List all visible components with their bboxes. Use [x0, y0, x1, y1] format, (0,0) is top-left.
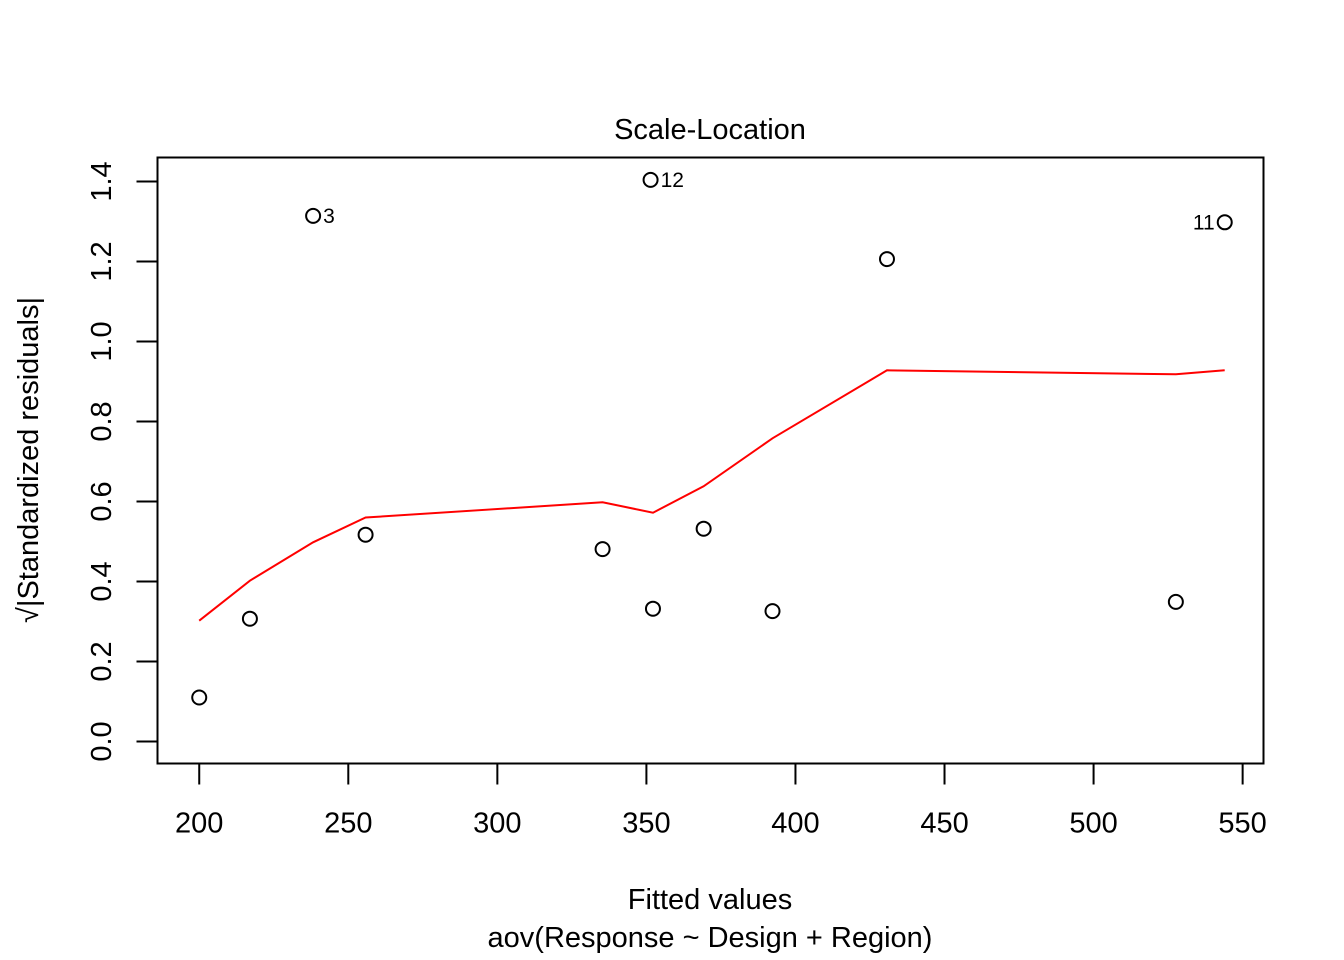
data-point — [241, 610, 258, 627]
data-point — [1167, 593, 1184, 610]
data-point — [878, 251, 895, 268]
model-formula-subtitle: aov(Response ~ Design + Region) — [488, 922, 933, 954]
y-tick-label: 1.2 — [86, 241, 118, 281]
plot-frame — [156, 156, 1265, 765]
x-tick-label: 350 — [622, 808, 670, 840]
data-point — [644, 600, 661, 617]
y-axis-label: √|Standardized residuals| — [13, 297, 45, 623]
x-tick-label: 550 — [1218, 808, 1266, 840]
y-tick-label: 0.4 — [86, 561, 118, 601]
data-point — [764, 603, 781, 620]
y-tick-label: 0.8 — [86, 401, 118, 441]
x-tick-label: 450 — [920, 808, 968, 840]
smooth-line — [198, 369, 1225, 622]
x-tick-label: 300 — [473, 808, 521, 840]
data-point — [305, 207, 322, 224]
y-tick-label: 0.2 — [86, 641, 118, 681]
point-label: 11 — [1193, 211, 1215, 234]
x-tick-label: 500 — [1069, 808, 1117, 840]
data-point — [594, 541, 611, 558]
smooth-line-group — [198, 369, 1225, 622]
data-point — [357, 526, 374, 543]
data-point — [695, 520, 712, 537]
chart-title: Scale-Location — [614, 114, 806, 146]
points-group: 3 12 11 — [191, 169, 1233, 706]
point-label: 3 — [323, 205, 335, 228]
x-tick-label: 200 — [175, 808, 223, 840]
point-label: 12 — [661, 169, 684, 192]
data-point — [191, 689, 208, 706]
data-point — [642, 171, 659, 188]
y-tick-label: 0.6 — [86, 481, 118, 521]
y-tick-label: 0.0 — [86, 721, 118, 761]
data-point — [1216, 214, 1233, 231]
y-tick-label: 1.0 — [86, 321, 118, 361]
x-axis: 200 250 300 350 400 450 500 550 — [175, 762, 1267, 840]
x-tick-label: 400 — [771, 808, 819, 840]
y-tick-label: 1.4 — [86, 161, 118, 201]
x-tick-label: 250 — [324, 808, 372, 840]
y-axis: 0.0 0.2 0.4 0.6 0.8 1.0 1.2 1.4 — [86, 161, 159, 762]
x-axis-label: Fitted values — [628, 884, 792, 916]
